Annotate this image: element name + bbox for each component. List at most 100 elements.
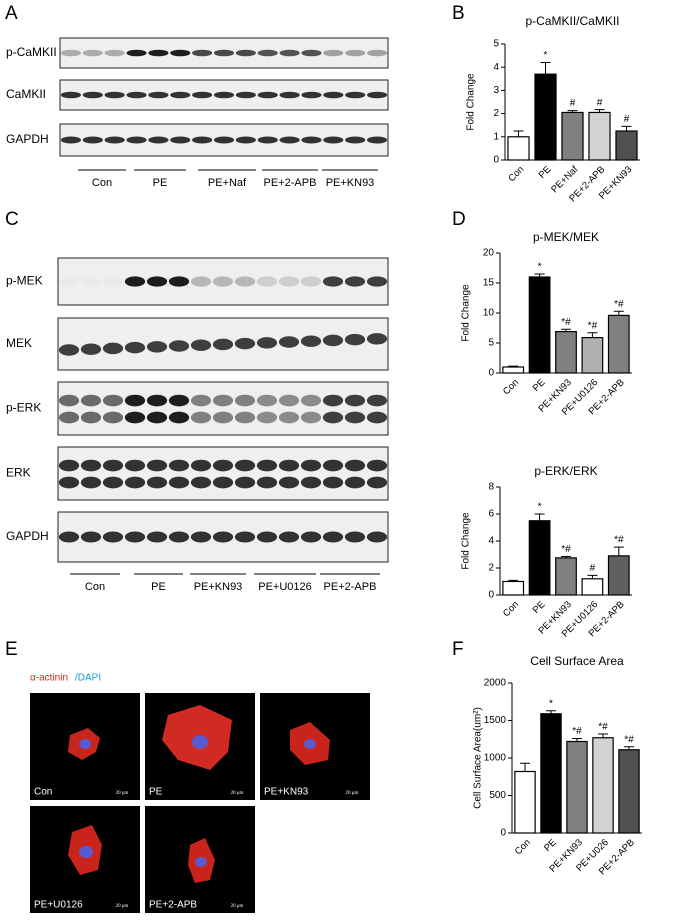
nucleus [195, 857, 207, 867]
band [279, 136, 300, 144]
band [190, 459, 212, 472]
band [146, 341, 168, 353]
panel-letter: B [452, 3, 465, 24]
band [344, 276, 366, 287]
nucleus [304, 739, 316, 749]
band [344, 394, 366, 407]
band [234, 411, 256, 424]
band [190, 411, 212, 424]
scale-bar: 20 μm [231, 904, 244, 909]
image-label: PE [149, 787, 163, 798]
x-tick-label: PE [537, 164, 554, 181]
band [168, 531, 190, 543]
band [126, 49, 147, 57]
y-tick-label: 2 [488, 563, 494, 574]
band [278, 459, 300, 472]
group-label: Con [92, 177, 112, 189]
error-bar [561, 556, 571, 558]
y-tick-label: 1000 [484, 753, 507, 764]
significance-marker: # [597, 97, 603, 108]
band [213, 49, 235, 57]
scale-bar: 20 μm [231, 791, 244, 796]
band [235, 49, 256, 57]
band [366, 276, 388, 287]
band [60, 136, 81, 144]
blot [57, 381, 389, 436]
group-label: PE+2-APB [264, 177, 317, 189]
band [212, 276, 234, 287]
y-axis-label: Cell Surface Area(um²) [473, 707, 484, 809]
bar [566, 740, 588, 834]
x-tick-label: Con [501, 599, 521, 619]
band [256, 476, 278, 489]
band [126, 136, 147, 144]
blot-label: ERK [6, 466, 31, 480]
significance-marker: *# [598, 722, 608, 733]
bar [607, 314, 630, 374]
band [300, 394, 322, 407]
y-tick-label: 15 [483, 278, 495, 289]
significance-marker: * [544, 50, 548, 61]
chart-title: Cell Surface Area [530, 654, 624, 668]
band [278, 394, 300, 407]
blot-label: MEK [6, 336, 32, 350]
x-tick-label: Con [501, 377, 521, 397]
band [148, 136, 169, 144]
stain-label: /DAPI [75, 673, 101, 684]
bar [592, 737, 614, 834]
band [234, 337, 256, 350]
band [322, 394, 344, 407]
band [103, 276, 123, 286]
band [212, 476, 234, 489]
bar [502, 366, 525, 374]
panel-letter: D [452, 209, 466, 230]
band [124, 459, 146, 472]
band [146, 394, 168, 407]
band [212, 411, 234, 424]
band [345, 91, 366, 99]
y-tick-label: 1 [493, 131, 499, 142]
band [278, 531, 300, 543]
band [234, 459, 256, 472]
band [300, 276, 322, 287]
band [300, 411, 322, 424]
blot-label: p-CaMKII [6, 45, 57, 59]
band [102, 531, 124, 543]
band [344, 531, 366, 543]
band [192, 91, 213, 99]
error-bar [546, 710, 556, 714]
scale-bar: 20 μm [116, 904, 129, 909]
band [102, 459, 124, 472]
error-bar [613, 546, 624, 556]
band [322, 276, 344, 287]
significance-marker: *# [614, 299, 624, 310]
band [59, 276, 79, 286]
band [278, 476, 300, 489]
band [170, 49, 191, 57]
band [148, 91, 169, 99]
micrographs [30, 693, 370, 913]
error-bar [621, 125, 632, 131]
bar [618, 749, 640, 834]
band [170, 136, 191, 144]
bar [555, 557, 577, 596]
significance-marker: # [624, 114, 630, 125]
bar [528, 520, 551, 596]
blot-label: CaMKII [6, 87, 46, 101]
y-tick-label: 1500 [484, 715, 507, 726]
y-tick-label: 4 [488, 536, 494, 547]
band [60, 49, 81, 57]
panel-letter: A [5, 3, 18, 24]
group-label: PE+KN93 [326, 177, 375, 189]
band [146, 411, 168, 424]
band [82, 49, 103, 57]
band [80, 531, 102, 543]
error-bar [598, 733, 608, 738]
band [190, 394, 212, 407]
band [322, 531, 344, 543]
band [234, 276, 256, 287]
y-axis-label: Fold Change [466, 73, 477, 131]
band [104, 91, 125, 99]
scale-bar: 20 μm [116, 791, 129, 796]
band [80, 411, 102, 424]
